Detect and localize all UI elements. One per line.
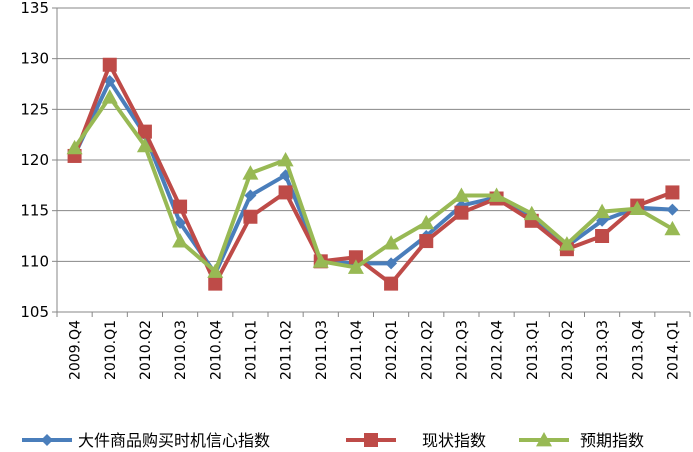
data-point-triangle	[418, 214, 435, 230]
data-point-square	[173, 199, 188, 214]
data-point-triangle	[277, 152, 294, 167]
series-triangle	[66, 89, 681, 278]
data-point-square	[102, 57, 117, 72]
data-point-triangle	[207, 263, 224, 278]
data-point-diamond	[174, 216, 187, 229]
data-point-triangle	[536, 432, 552, 447]
data-point-triangle	[383, 235, 400, 250]
data-point-square	[348, 250, 363, 265]
y-axis-ticks: 105 110 115 120 125 130 135	[20, 0, 49, 321]
data-point-square	[454, 205, 469, 220]
x-tick-label: 2012.Q4	[490, 320, 506, 380]
data-point-square	[278, 185, 293, 200]
x-tick-label: 2010.Q3	[173, 320, 189, 380]
data-point-diamond	[41, 434, 53, 446]
x-tick-label: 2013.Q1	[525, 320, 541, 380]
legend-label: 现状指数	[422, 431, 486, 450]
data-point-square	[419, 234, 434, 249]
x-tick-label: 2012.Q2	[419, 320, 435, 380]
data-point-triangle	[488, 187, 505, 202]
data-point-triangle	[242, 165, 259, 180]
series-line	[72, 62, 674, 286]
x-tick-label: 2013.Q2	[560, 320, 576, 380]
y-tick-label: 130	[20, 50, 49, 68]
data-point-triangle	[101, 89, 118, 104]
legend-item-triangle: 预期指数	[519, 431, 644, 450]
data-point-square	[137, 124, 152, 139]
legend-label: 大件商品购买时机信心指数	[78, 431, 270, 450]
x-tick-label: 2009.Q4	[68, 320, 84, 380]
legend: 大件商品购买时机信心指数 现状指数 预期指数	[22, 431, 644, 450]
data-point-triangle	[594, 203, 611, 219]
series-lines	[66, 57, 681, 291]
data-point-diamond	[385, 257, 398, 270]
x-tick-label: 2011.Q3	[314, 320, 330, 380]
y-tick-label: 115	[20, 202, 49, 220]
y-tick-label: 125	[20, 100, 49, 118]
axes	[52, 7, 691, 317]
x-tick-label: 2013.Q3	[595, 320, 611, 380]
data-point-triangle	[558, 236, 575, 251]
series-diamond	[68, 74, 679, 280]
y-tick-label: 135	[20, 0, 49, 17]
data-point-square	[384, 276, 399, 291]
data-point-triangle	[453, 187, 470, 202]
x-tick-label: 2011.Q2	[279, 320, 295, 380]
x-tick-label: 2011.Q4	[349, 320, 365, 380]
legend-item-diamond: 大件商品购买时机信心指数	[22, 431, 270, 450]
x-tick-label: 2010.Q2	[138, 320, 154, 380]
data-point-square	[208, 276, 223, 291]
data-point-triangle	[523, 205, 540, 221]
gridlines	[57, 7, 690, 262]
x-axis-ticks: 2009.Q4 2010.Q1 2010.Q2 2010.Q3 2010.Q4 2011.…	[68, 320, 682, 380]
data-point-square	[243, 209, 258, 224]
x-tick-label: 2010.Q4	[208, 320, 224, 380]
data-point-triangle	[347, 259, 364, 274]
data-point-square	[595, 229, 610, 243]
x-tick-label: 2010.Q1	[103, 320, 119, 380]
data-point-square	[665, 185, 680, 200]
series-line	[72, 95, 674, 274]
data-point-triangle	[66, 139, 83, 155]
data-point-triangle	[172, 233, 189, 248]
data-point-diamond	[244, 189, 257, 202]
x-tick-label: 2012.Q1	[384, 320, 400, 380]
x-tick-label: 2013.Q4	[630, 320, 646, 380]
y-tick-label: 105	[20, 303, 49, 321]
data-point-triangle	[136, 137, 153, 153]
data-point-triangle	[664, 220, 681, 236]
x-tick-label: 2012.Q3	[454, 320, 470, 380]
data-point-diamond	[666, 203, 679, 216]
data-point-triangle	[312, 253, 329, 268]
x-tick-label: 2011.Q1	[243, 320, 259, 380]
data-point-triangle	[629, 200, 646, 216]
y-tick-label: 110	[20, 252, 49, 270]
y-tick-label: 120	[20, 151, 49, 169]
data-point-square	[364, 433, 378, 447]
legend-label: 预期指数	[580, 431, 644, 450]
x-tick-label: 2014.Q1	[665, 320, 681, 380]
legend-item-square: 现状指数	[346, 431, 486, 450]
